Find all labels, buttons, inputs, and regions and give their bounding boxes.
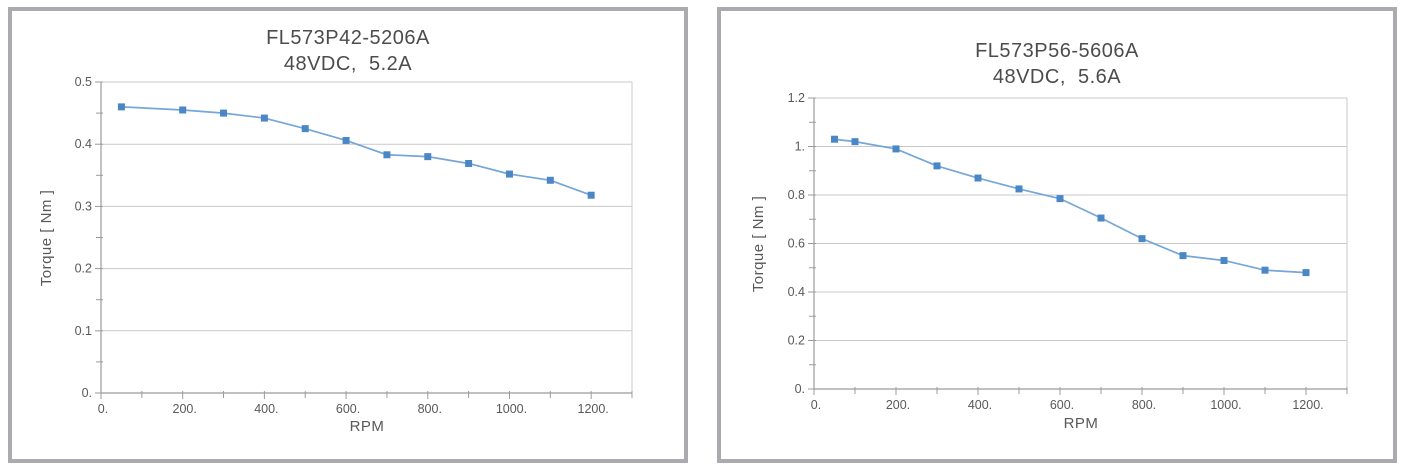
data-point-marker [1138,235,1146,243]
x-tick-label: 0. [98,402,108,416]
x-tick-label: 600. [1050,398,1074,412]
data-point-marker [1302,269,1310,277]
data-point-marker [587,191,595,199]
torque-chart-fl573p42: FL573P42-5206A 48VDC, 5.2A Torque [ Nm ]… [38,27,633,435]
data-point-marker [851,138,859,146]
x-tick-label: 1000. [496,402,527,416]
x-tick-label: 400. [968,398,992,412]
x-tick-label: 1200. [578,402,609,416]
data-point-marker [505,170,513,178]
data-point-marker [1056,195,1064,203]
torque-chart-fl573p56: FL573P56-5606A 48VDC, 5.6A Torque [ Nm ]… [750,40,1348,432]
data-point-marker [1261,266,1269,274]
data-point-marker [892,145,900,153]
data-point-marker [220,109,228,117]
x-tick-label: 200. [886,398,910,412]
data-point-marker [831,135,838,143]
y-tick-label: 1. [795,140,805,154]
x-tick-label: 800. [418,402,442,416]
chart-title: FL573P56-5606A [975,40,1139,62]
x-tick-label: 800. [1132,398,1156,412]
y-tick-label: 0.4 [788,285,805,299]
x-tick-label: 1200. [1292,398,1323,412]
y-tick-label: 0.4 [75,137,92,151]
x-axis-label: RPM [350,418,385,435]
y-tick-label: 0. [795,382,805,396]
data-point-marker [974,174,982,182]
y-tick-label: 0.8 [788,188,805,202]
data-point-marker [933,162,941,170]
y-tick-label: 0.5 [75,75,92,89]
y-tick-label: 0.1 [75,324,92,338]
x-tick-label: 600. [336,402,360,416]
data-point-marker [117,103,125,111]
data-point-marker [260,114,268,122]
data-point-marker [1097,214,1105,222]
y-tick-label: 1.2 [788,91,805,105]
data-point-marker [465,159,473,167]
data-point-marker [301,125,309,133]
data-point-marker [1179,252,1187,260]
data-point-marker [342,136,350,144]
chart-subtitle: 48VDC, 5.2A [284,53,412,75]
plot-area: 0. 200. 400. 600. 800. 1000. 1200. 0. 0.2 0.4 0.6 0… [788,91,1348,412]
y-tick-label: 0. [82,386,92,400]
data-point-marker [1220,256,1228,264]
y-axis-label: Torque [ Nm ] [750,196,767,293]
data-point-marker [383,151,391,159]
x-tick-label: 0. [811,398,821,412]
data-point-marker [424,153,432,161]
x-tick-label: 200. [173,402,197,416]
chart-title: FL573P42-5206A [266,27,430,49]
chart-panel-right: FL573P56-5606A 48VDC, 5.6A Torque [ Nm ]… [717,7,1397,463]
series-line [121,106,592,197]
y-tick-label: 0.2 [75,262,92,276]
plot-area: 0. 200. 400. 600. 800. 1000. 1200. 0. 0.1 0.2 0.3 0… [75,75,633,416]
x-tick-label: 400. [254,402,278,416]
y-tick-label: 0.6 [788,237,805,251]
x-axis-label: RPM [1064,415,1099,432]
data-point-marker [1015,185,1023,193]
chart-subtitle: 48VDC, 5.6A [993,66,1121,88]
y-tick-label: 0.3 [75,199,92,213]
chart-panel-left: FL573P42-5206A 48VDC, 5.2A Torque [ Nm ]… [8,7,688,463]
data-point-marker [179,106,187,114]
x-tick-label: 1000. [1210,398,1241,412]
y-axis-label: Torque [ Nm ] [38,190,55,287]
data-point-marker [546,176,554,184]
y-tick-label: 0.2 [788,334,805,348]
series-line [834,138,1307,274]
